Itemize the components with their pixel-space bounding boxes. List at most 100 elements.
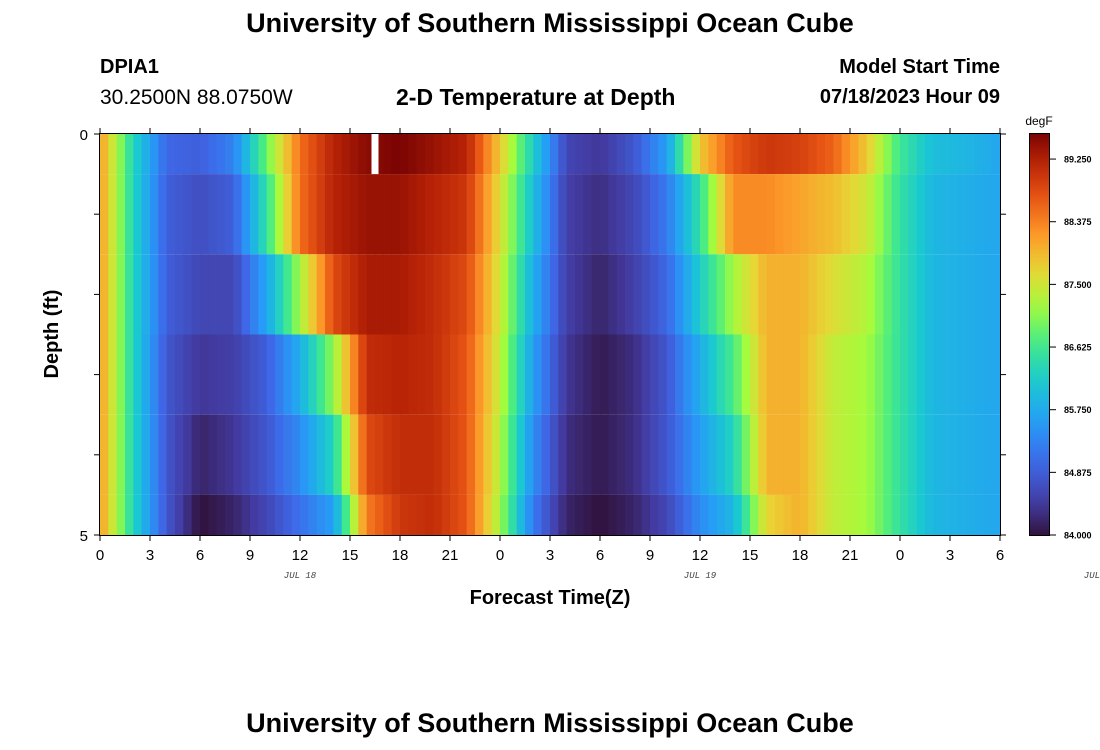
heatmap-cell: [150, 414, 159, 495]
heatmap-cell: [400, 334, 409, 415]
heatmap-cell: [925, 494, 934, 535]
heatmap-cell: [658, 134, 668, 175]
heatmap-cell: [866, 254, 876, 335]
heatmap-cell: [991, 174, 1001, 255]
heatmap-cell: [133, 134, 143, 175]
heatmap-cell: [550, 174, 559, 255]
heatmap-cell: [150, 494, 159, 535]
heatmap-cell: [425, 334, 434, 415]
heatmap-cell: [250, 414, 259, 495]
heatmap-cell: [308, 414, 318, 495]
heatmap-cell: [550, 334, 559, 415]
heatmap-cell: [541, 134, 551, 175]
heatmap-cell: [508, 254, 518, 335]
heatmap-cell: [941, 334, 951, 415]
heatmap-cell: [800, 414, 809, 495]
heatmap-cell: [683, 334, 693, 415]
heatmap-cell: [183, 254, 193, 335]
heatmap-cell: [783, 414, 793, 495]
heatmap-cell: [441, 334, 451, 415]
heatmap-cell: [666, 414, 676, 495]
heatmap-cell: [350, 494, 359, 535]
heatmap-cell: [916, 174, 926, 255]
heatmap-cell: [700, 254, 709, 335]
heatmap-cell: [175, 334, 184, 415]
heatmap-cell: [208, 494, 218, 535]
heatmap-cell: [116, 494, 126, 535]
heatmap-cell: [333, 414, 343, 495]
heatmap-cell: [241, 134, 251, 175]
heatmap-cell: [775, 134, 784, 175]
heatmap-cell: [650, 414, 659, 495]
heatmap-cell: [541, 254, 551, 335]
heatmap-cell: [741, 494, 751, 535]
heatmap-cell: [875, 174, 884, 255]
heatmap-cell: [758, 174, 768, 255]
heatmap-cell: [683, 174, 693, 255]
heatmap-cell: [800, 174, 809, 255]
heatmap-cell: [458, 174, 468, 255]
heatmap-cell: [291, 414, 301, 495]
heatmap-cell: [200, 494, 209, 535]
heatmap-cell: [425, 494, 434, 535]
heatmap-cell: [458, 414, 468, 495]
heatmap-cell: [508, 174, 518, 255]
heatmap-cell: [616, 494, 626, 535]
heatmap-cell: [541, 494, 551, 535]
heatmap-cell: [766, 254, 776, 335]
x-axis-title: Forecast Time(Z): [470, 587, 631, 609]
heatmap-cell: [866, 334, 876, 415]
heatmap-cell: [333, 254, 343, 335]
heatmap-cell: [866, 174, 876, 255]
heatmap-cell: [841, 494, 851, 535]
heatmap-cell: [166, 334, 176, 415]
heatmap-cell: [816, 414, 826, 495]
heatmap-cell: [691, 334, 701, 415]
heatmap-cell: [400, 134, 409, 175]
x-tick-label: 9: [646, 547, 654, 564]
heatmap-cell: [300, 254, 309, 335]
heatmap-cell: [450, 494, 459, 535]
heatmap-cell: [433, 134, 443, 175]
heatmap-cell: [591, 414, 601, 495]
heatmap-cell: [950, 494, 959, 535]
heatmap-cell: [166, 414, 176, 495]
heatmap-cell: [400, 494, 409, 535]
heatmap-cell: [758, 334, 768, 415]
heatmap-cell: [408, 334, 418, 415]
heatmap-cell: [833, 334, 843, 415]
heatmap-cell: [608, 134, 618, 175]
heatmap-cell: [775, 254, 784, 335]
heatmap-cell: [100, 134, 109, 175]
heatmap-cell: [391, 494, 401, 535]
heatmap-cell: [858, 334, 868, 415]
heatmap-cell: [625, 414, 634, 495]
heatmap-cell: [325, 414, 334, 495]
heatmap-cell: [183, 174, 193, 255]
heatmap-cell: [808, 134, 818, 175]
heatmap-cell: [258, 174, 268, 255]
heatmap-cell: [466, 134, 476, 175]
heatmap-cell: [216, 254, 226, 335]
heatmap-cell: [491, 174, 501, 255]
heatmap-cell: [325, 494, 334, 535]
heatmap-cell: [558, 414, 568, 495]
x-tick-label: 0: [896, 547, 904, 564]
heatmap-cell: [650, 254, 659, 335]
heatmap-cell: [616, 174, 626, 255]
heatmap-cell: [341, 134, 351, 175]
heatmap-cell: [875, 334, 884, 415]
heatmap-cell: [883, 494, 893, 535]
heatmap-cell: [975, 494, 984, 535]
heatmap-cell: [550, 254, 559, 335]
x-axis: 0 3 6 9 12 15 18 21 0 3 6 9 12 15 18 21 0 3 6 JUL 18 JUL 19 J…: [96, 128, 1100, 581]
heatmap-cell: [350, 254, 359, 335]
heatmap-cell: [566, 134, 576, 175]
heatmap-cell: [741, 174, 751, 255]
heatmap-cell: [825, 134, 834, 175]
heatmap-cell: [758, 134, 768, 175]
heatmap-cell: [858, 414, 868, 495]
y-axis-title: Depth (ft): [41, 290, 63, 379]
heatmap-cell: [775, 494, 784, 535]
colorbar-tick-label: 86.625: [1064, 343, 1092, 353]
